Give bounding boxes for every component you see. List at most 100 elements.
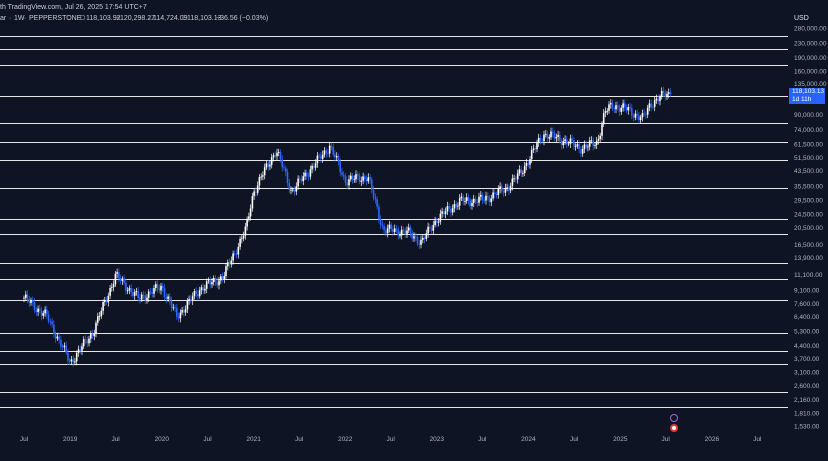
candle-body — [529, 159, 531, 165]
price-axis-label: 2,600.00 — [794, 383, 820, 390]
price-axis-label: 3,100.00 — [794, 370, 820, 377]
candle-body — [320, 155, 322, 159]
candle-body — [508, 187, 510, 191]
candle-body — [146, 297, 148, 301]
candle-body — [232, 253, 234, 261]
price-axis-label: 51,500.00 — [794, 155, 823, 162]
candle-body — [555, 136, 558, 139]
price-axis-label: 43,500.00 — [794, 168, 823, 175]
candle-body — [552, 131, 554, 134]
candle-body — [631, 108, 633, 116]
candle-body — [299, 178, 301, 180]
candle-body — [638, 115, 640, 121]
time-axis-label: Jul — [478, 436, 487, 443]
candle-body — [274, 155, 276, 157]
earnings-event-icon[interactable] — [670, 424, 678, 432]
candle-body — [79, 349, 81, 351]
candle-body — [53, 324, 55, 334]
candle-body — [497, 189, 500, 195]
candle-body — [211, 282, 213, 285]
candle-body — [495, 194, 498, 196]
candle-body — [620, 107, 623, 112]
candle-body — [314, 163, 317, 168]
candle-body — [119, 278, 122, 281]
candle-body — [451, 208, 454, 213]
candle-body — [95, 322, 97, 334]
horizontal-levels — [0, 36, 788, 408]
candle-body — [583, 144, 586, 149]
symbol-fragment[interactable]: ar — [0, 15, 7, 22]
candle-body — [67, 352, 69, 361]
candle-body — [234, 253, 236, 255]
price-axis-label: 11,100.00 — [794, 272, 823, 279]
candle-body — [309, 169, 312, 177]
candle-body — [487, 195, 489, 198]
candle-body — [469, 200, 471, 206]
candle-body — [102, 302, 104, 311]
flag-event-icon[interactable] — [670, 414, 678, 422]
candle-body — [471, 202, 473, 206]
candle-body — [407, 227, 410, 231]
plot-area[interactable] — [0, 0, 788, 434]
candle-body — [536, 143, 538, 150]
candle-body — [279, 152, 282, 160]
candle-body — [632, 115, 635, 118]
candle-body — [235, 253, 238, 255]
candle-body — [516, 173, 519, 180]
candle-body — [82, 339, 85, 347]
candle-body — [585, 144, 587, 148]
candle-body — [51, 321, 53, 325]
time-axis-label: Jul — [570, 436, 579, 443]
candle-body — [513, 178, 515, 180]
candle-body — [270, 157, 273, 165]
candle-body — [260, 176, 262, 178]
candle-body — [499, 186, 501, 189]
candle-body — [465, 197, 468, 202]
candle-body — [267, 163, 269, 167]
open-value: 118,103.92 — [86, 15, 121, 22]
price-axis-label: 35,500.00 — [794, 183, 823, 190]
candle-body — [251, 196, 254, 209]
candle-body — [537, 137, 540, 144]
candle-body — [617, 105, 619, 108]
price-axis-label: 13,900.00 — [794, 255, 823, 262]
candle-body — [664, 93, 666, 97]
interval-label[interactable]: 1W — [14, 15, 25, 22]
price-axis-label: 160,000.00 — [794, 68, 827, 75]
candle-body — [372, 189, 375, 198]
candle-body — [460, 196, 463, 199]
currency-label[interactable]: USD — [794, 15, 809, 22]
candle-body — [629, 107, 631, 109]
candle-body — [328, 145, 331, 154]
candle-body — [581, 148, 584, 154]
candle-body — [610, 103, 612, 105]
candle-body — [342, 174, 345, 176]
time-axis-label: Jul — [203, 436, 212, 443]
candle-body — [443, 211, 445, 215]
candle-body — [177, 316, 180, 319]
candle-body — [84, 339, 87, 341]
candle-body — [186, 300, 189, 310]
price-axis-label: 230,000.00 — [794, 41, 827, 48]
candle-body — [411, 233, 413, 239]
candle-body — [653, 100, 656, 107]
candle-body — [648, 103, 651, 108]
candle-body — [348, 179, 350, 186]
candle-body — [541, 140, 543, 142]
candle-body — [550, 131, 552, 138]
candle-body — [295, 186, 298, 192]
candle-body — [390, 224, 392, 230]
candle-body — [28, 299, 31, 303]
symbol-header: th TradingView.com, Jul 26, 2025 17:54 U… — [0, 0, 788, 22]
candle-body — [132, 292, 134, 296]
candle-body — [351, 175, 354, 180]
candle-body — [601, 124, 603, 136]
candle-body — [276, 152, 278, 157]
candle-body — [307, 176, 310, 178]
time-axis-label: Jul — [753, 436, 762, 443]
candle-body — [283, 167, 285, 169]
candle-body — [506, 187, 508, 189]
candle-body — [429, 226, 431, 229]
candle-body — [520, 169, 522, 174]
